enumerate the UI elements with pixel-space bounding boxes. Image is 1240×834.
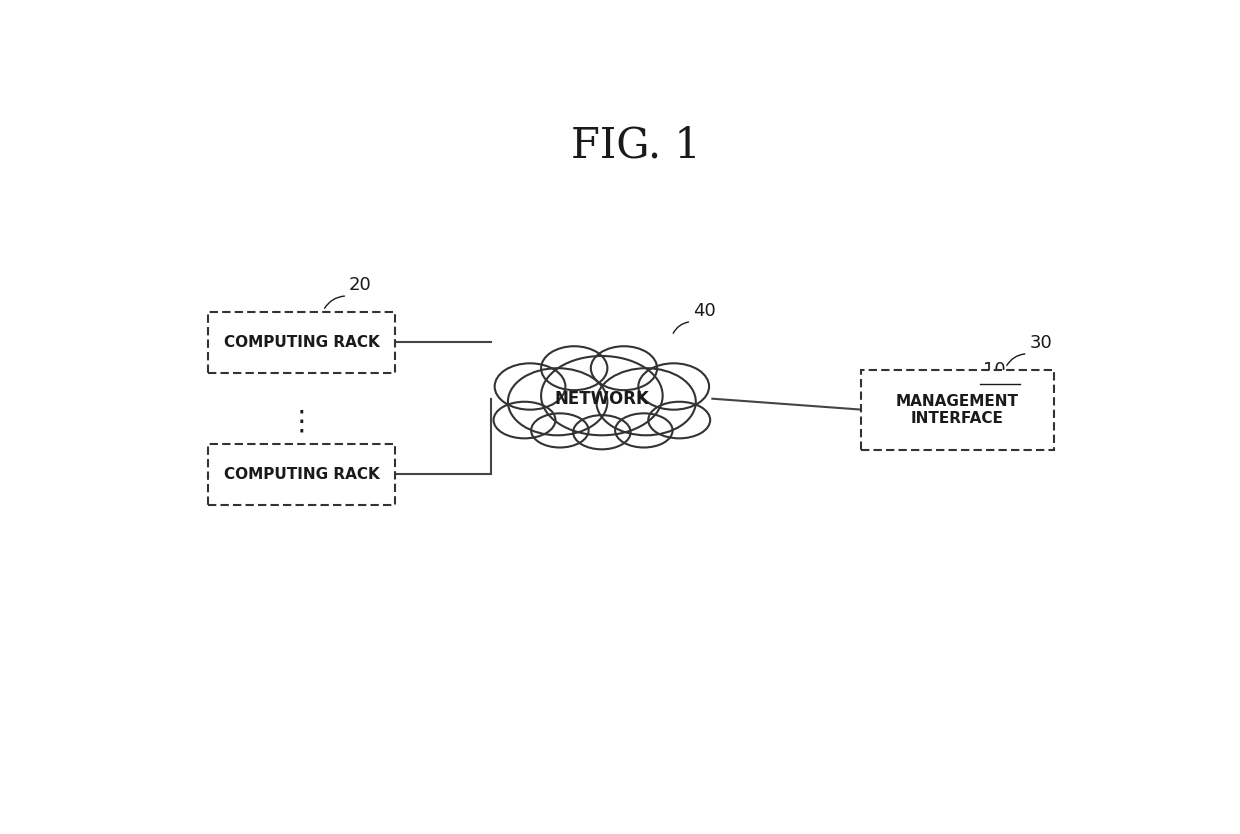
Text: COMPUTING RACK: COMPUTING RACK [223,467,379,482]
Text: 10: 10 [983,361,1006,379]
Ellipse shape [508,368,608,435]
Text: FIG. 1: FIG. 1 [570,124,701,166]
Ellipse shape [615,414,672,448]
Text: NETWORK: NETWORK [554,389,650,408]
FancyBboxPatch shape [208,312,396,373]
Ellipse shape [596,368,696,435]
Ellipse shape [639,364,709,409]
Text: MANAGEMENT
INTERFACE: MANAGEMENT INTERFACE [897,394,1019,426]
Ellipse shape [541,346,608,390]
Ellipse shape [590,346,657,390]
Ellipse shape [573,415,631,450]
Ellipse shape [495,364,565,409]
FancyBboxPatch shape [862,369,1054,450]
Text: 40: 40 [693,302,715,319]
Text: 20: 20 [350,276,372,294]
Ellipse shape [531,414,589,448]
Ellipse shape [541,356,662,435]
Text: COMPUTING RACK: COMPUTING RACK [223,335,379,350]
FancyBboxPatch shape [208,444,396,505]
Ellipse shape [494,402,556,439]
Text: ⋮: ⋮ [288,407,315,435]
Ellipse shape [649,402,711,439]
Text: 30: 30 [1029,334,1053,352]
